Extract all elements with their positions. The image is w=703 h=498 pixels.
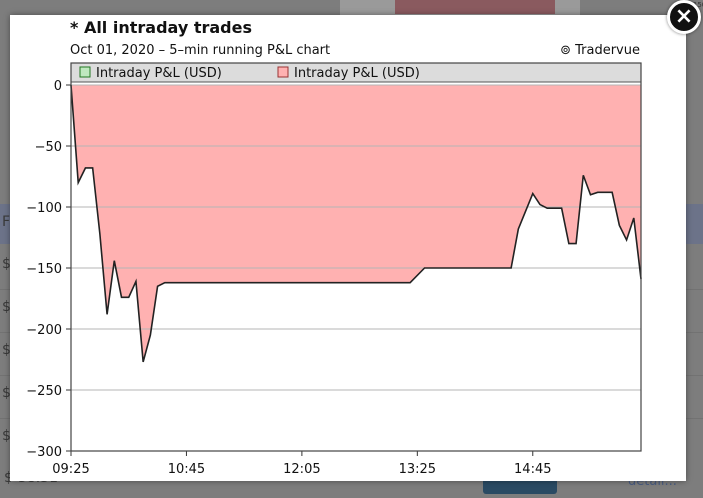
background-row-label: $ [2, 299, 11, 315]
close-button[interactable]: × [665, 0, 703, 34]
x-tick-label: 12:05 [283, 462, 320, 477]
y-tick-label: −150 [26, 262, 62, 277]
y-tick-label: −100 [26, 201, 62, 216]
legend-label-1: Intraday P&L (USD) [96, 66, 222, 81]
legend-swatch-2 [277, 66, 289, 78]
chart-title: * All intraday trades [70, 18, 252, 37]
plot-frame [70, 62, 642, 452]
legend-label-2: Intraday P&L (USD) [294, 66, 420, 81]
background-row-label: $ [2, 428, 11, 444]
y-tick-label: −50 [35, 140, 62, 155]
tradervue-brand: ⊚ Tradervue [560, 43, 640, 58]
chart-subtitle: Oct 01, 2020 – 5–min running P&L chart [70, 43, 330, 58]
pnl-area-fill [71, 85, 641, 362]
x-tick-label: 14:45 [514, 462, 551, 477]
close-icon: × [667, 0, 701, 34]
y-tick-label: −300 [26, 445, 62, 460]
background-mini-area [395, 0, 555, 14]
background-row-label: F [2, 214, 11, 230]
x-tick-label: 09:25 [52, 462, 89, 477]
y-tick-label: −200 [26, 323, 62, 338]
background-row-label: $ [2, 342, 11, 358]
legend-swatch-1 [79, 66, 91, 78]
pnl-series-line [70, 84, 642, 363]
y-tick-label: 0 [54, 79, 62, 94]
background-row-label: $ [2, 385, 11, 401]
background-row-label: $ [2, 256, 11, 272]
x-tick-label: 13:25 [399, 462, 436, 477]
chart-modal: * All intraday trades Oct 01, 2020 – 5–m… [10, 15, 686, 481]
pnl-chart: * All intraday trades Oct 01, 2020 – 5–m… [26, 18, 642, 477]
x-tick-label: 10:45 [168, 462, 205, 477]
y-tick-label: −250 [26, 384, 62, 399]
legend-band [71, 63, 641, 82]
